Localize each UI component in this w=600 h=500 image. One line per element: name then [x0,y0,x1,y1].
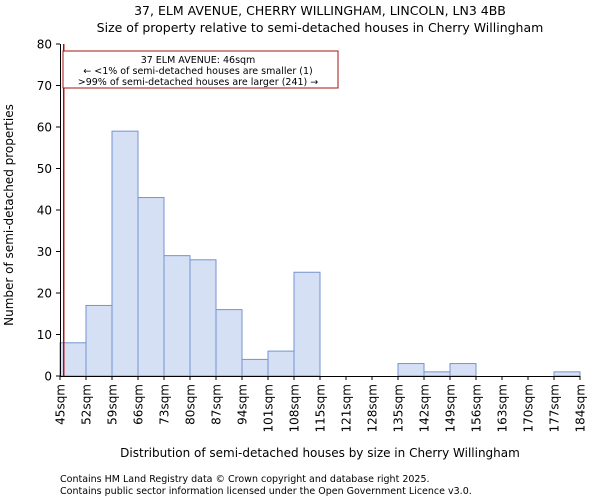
bar-108sqm [293,271,321,377]
y-tick-label: 20 [37,287,52,301]
footer-line-1: Contains HM Land Registry data © Crown c… [60,474,430,485]
bar-66sqm [137,197,165,377]
bar-94sqm [241,358,269,377]
x-tick-label: 73sqm [158,384,172,425]
bar-52sqm [85,304,113,377]
x-tick-label: 170sqm [522,384,536,432]
x-tick-label: 121sqm [340,384,354,432]
y-tick-label: 60 [37,121,52,135]
x-tick-label: 94sqm [236,384,250,425]
x-tick-label: 108sqm [288,384,302,432]
footer-line-2: Contains public sector information licen… [60,486,472,497]
x-tick-label: 156sqm [470,384,484,432]
y-tick-label: 0 [44,370,52,384]
y-tick-label: 30 [37,245,52,259]
bar-101sqm [267,350,295,377]
x-tick-label: 52sqm [80,384,94,425]
y-axis: 0 10 20 30 40 50 60 70 80 [37,38,60,384]
x-tick-label: 177sqm [548,384,562,432]
x-axis: 45sqm 52sqm 59sqm 66sqm 73sqm 80sqm 87sqm 94sqm… [54,376,588,432]
chart-title: 37, ELM AVENUE, CHERRY WILLINGHAM, LINCO… [134,3,506,18]
annotation-line-1: 37 ELM AVENUE: 46sqm [141,55,256,66]
bar-142sqm [423,371,451,377]
y-tick-label: 70 [37,79,52,93]
x-tick-label: 59sqm [106,384,120,425]
x-tick-label: 66sqm [132,384,146,425]
bar-135sqm [397,363,425,377]
x-tick-label: 142sqm [418,384,432,432]
bar-177sqm [553,371,581,377]
y-tick-label: 80 [37,38,52,52]
x-axis-label: Distribution of semi-detached houses by … [120,446,520,460]
x-tick-label: 87sqm [210,384,224,425]
y-tick-label: 50 [37,162,52,176]
y-tick-label: 40 [37,204,52,218]
x-tick-label: 149sqm [444,384,458,432]
annotation-frame [62,50,339,89]
bar-73sqm [163,255,191,377]
bars-group [59,130,581,377]
annotation-line-2: ← <1% of semi-detached houses are smalle… [83,66,312,77]
annotation-line-3: >99% of semi-detached houses are larger … [78,77,319,88]
chart-subtitle: Size of property relative to semi-detach… [97,20,544,35]
x-tick-label: 101sqm [262,384,276,432]
y-tick-label: 10 [37,328,52,342]
y-axis-label: Number of semi-detached properties [2,104,16,326]
x-tick-label: 128sqm [366,384,380,432]
x-tick-label: 80sqm [184,384,198,425]
x-tick-label: 135sqm [392,384,406,432]
bar-59sqm [111,130,139,377]
bar-87sqm [215,309,243,377]
x-tick-label: 184sqm [574,384,588,432]
bar-149sqm [449,363,477,377]
bar-80sqm [189,259,217,377]
x-tick-label: 45sqm [54,384,68,425]
x-tick-label: 115sqm [314,384,328,432]
x-tick-label: 163sqm [496,384,510,432]
annotation-box: 37 ELM AVENUE: 46sqm ← <1% of semi-detac… [62,50,339,89]
